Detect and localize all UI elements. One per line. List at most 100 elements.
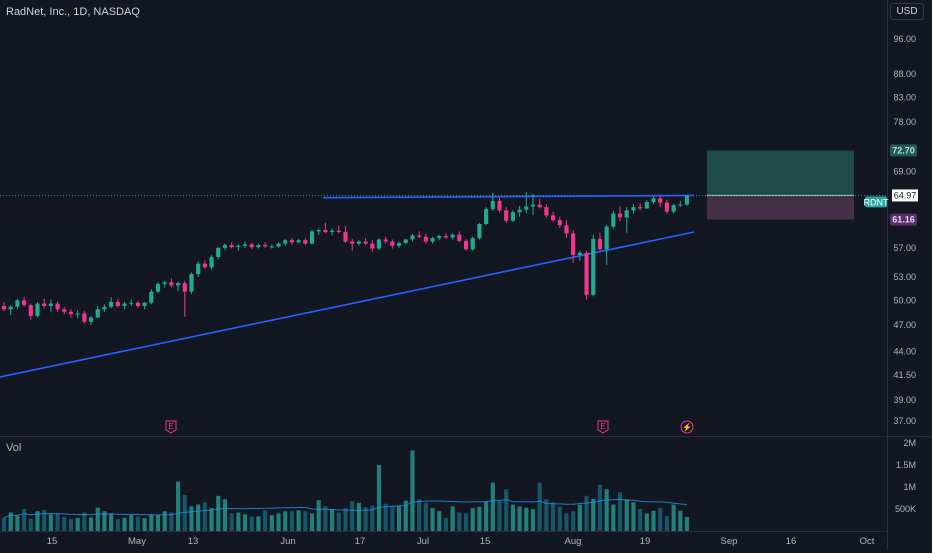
volume-bar xyxy=(644,513,649,531)
volume-bar xyxy=(216,495,221,531)
candle-body xyxy=(390,241,395,246)
volume-bar xyxy=(75,517,80,531)
volume-bar xyxy=(617,492,623,531)
volume-bar xyxy=(651,510,656,531)
candle-body xyxy=(82,313,87,322)
volume-bar xyxy=(631,502,636,531)
earnings-marker: E xyxy=(168,422,173,431)
volume-bar xyxy=(370,505,375,531)
volume-bar xyxy=(296,510,301,531)
earnings-marker: E xyxy=(600,422,605,431)
volume-bar xyxy=(457,512,462,531)
volume-bar xyxy=(638,509,643,531)
volume-bar xyxy=(48,514,53,531)
volume-bar xyxy=(597,484,603,531)
candle-body xyxy=(403,239,408,243)
volume-bar xyxy=(551,502,556,531)
volume-bar xyxy=(537,482,542,531)
candle-body xyxy=(443,236,449,238)
candle-body xyxy=(22,300,27,306)
price-tick-label: 39.00 xyxy=(893,395,916,405)
candle-body xyxy=(396,242,402,246)
candle-body xyxy=(155,283,161,292)
volume-bar xyxy=(316,500,321,531)
time-tick-label: Oct xyxy=(860,536,875,547)
candle-body xyxy=(611,213,616,227)
volume-tick-label: 500K xyxy=(895,504,916,514)
volume-bar xyxy=(343,508,348,531)
volume-bar xyxy=(470,508,475,531)
volume-bar xyxy=(658,508,663,531)
candle-body xyxy=(336,230,341,233)
target-price-tag: 72.70 xyxy=(892,145,915,155)
candle-body xyxy=(42,303,47,307)
volume-bar xyxy=(671,504,676,531)
volume-bar xyxy=(135,516,140,531)
volume-bar xyxy=(122,517,127,531)
currency-button[interactable]: USD xyxy=(890,3,924,20)
volume-bar xyxy=(577,504,582,531)
candle-body xyxy=(537,204,542,208)
candle-body xyxy=(591,238,596,295)
volume-bar xyxy=(142,518,147,531)
candle-body xyxy=(309,231,315,244)
candle-body xyxy=(229,245,234,248)
candle-body xyxy=(658,198,663,203)
symbol-tag: RDNT xyxy=(864,197,889,207)
volume-bar xyxy=(530,509,536,531)
volume-bar xyxy=(363,507,368,531)
candle-body xyxy=(115,301,120,307)
volume-bar xyxy=(497,501,502,531)
candle-body xyxy=(149,291,154,303)
volume-bar xyxy=(129,515,134,531)
candle-body xyxy=(450,234,455,238)
loss-zone xyxy=(707,195,854,220)
volume-bar xyxy=(88,517,94,531)
price-tick-label: 57.00 xyxy=(893,243,916,253)
price-tick-label: 37.00 xyxy=(893,416,916,426)
volume-bar xyxy=(684,516,690,531)
volume-tick-label: 2M xyxy=(903,438,916,448)
volume-bar xyxy=(678,510,683,531)
volume-bar xyxy=(524,507,529,531)
candle-body xyxy=(182,283,187,292)
last-price-tag-bg xyxy=(892,189,918,202)
candle-body xyxy=(55,303,60,310)
candle-body xyxy=(557,220,562,226)
volume-bar xyxy=(417,499,422,531)
last-price-tag: 64.97 xyxy=(894,190,917,200)
candle-body xyxy=(343,232,348,242)
candle-body xyxy=(437,236,442,239)
volume-bar xyxy=(376,465,382,531)
earnings-marker-shape xyxy=(165,420,177,434)
candle-body xyxy=(684,195,690,205)
candle-body xyxy=(577,252,582,255)
time-tick-label: Aug xyxy=(565,536,582,547)
price-tick-label: 88.00 xyxy=(893,69,916,79)
candle-body xyxy=(457,234,462,241)
candle-body xyxy=(417,235,422,237)
stop-price-tag: 61.16 xyxy=(892,215,915,225)
candle-body xyxy=(497,200,502,211)
volume-bar xyxy=(410,450,415,531)
volume-bar xyxy=(82,512,87,531)
time-tick-label: 17 xyxy=(355,536,366,547)
volume-bar xyxy=(149,514,154,531)
volume-bar xyxy=(611,504,616,531)
candle-body xyxy=(484,209,489,224)
candle-body xyxy=(644,202,649,209)
price-tick-label: 96.00 xyxy=(893,34,916,44)
profit-zone xyxy=(707,150,854,196)
price-tick-label: 50.00 xyxy=(893,295,916,305)
candle-body xyxy=(48,303,53,307)
time-tick-label: Sep xyxy=(721,536,738,547)
price-tick-label: 41.50 xyxy=(893,370,916,380)
candle-body xyxy=(477,223,482,239)
volume-bar xyxy=(396,505,402,531)
symbol-tag-bg xyxy=(865,196,887,208)
candle-body xyxy=(316,229,321,232)
candle-body xyxy=(196,263,201,275)
